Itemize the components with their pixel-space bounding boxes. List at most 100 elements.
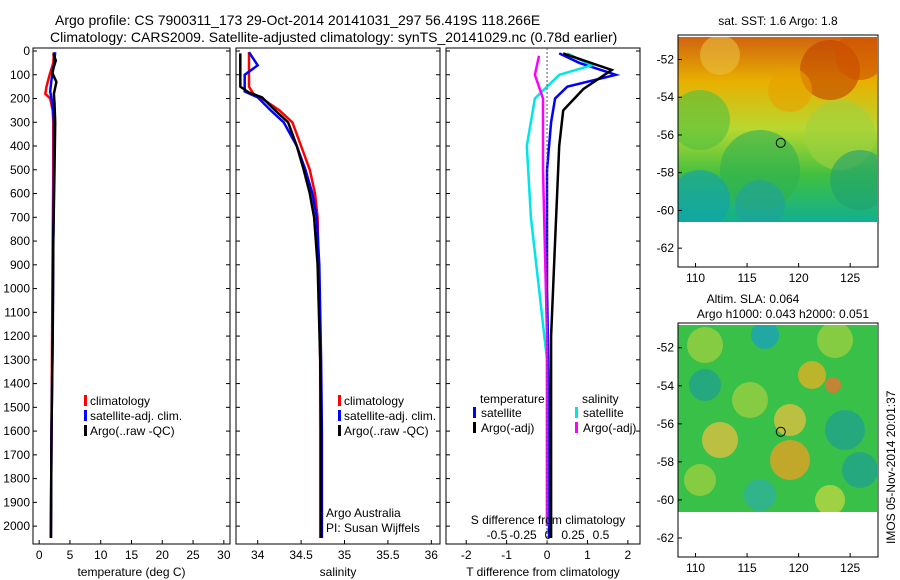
sla-patch: [770, 440, 810, 480]
series-line-t-argo-adj-: [549, 52, 615, 538]
legend-swatch: [338, 410, 341, 421]
legend-label: Argo(..raw -QC): [344, 424, 429, 438]
map-x-tick-label: 115: [738, 271, 757, 285]
series-line-t-satellite: [545, 52, 621, 538]
x-tick-label: 25: [186, 548, 200, 562]
x-axis-label: salinity: [320, 565, 357, 579]
map-y-tick-label: -52: [657, 341, 675, 355]
sst-patch: [735, 180, 785, 222]
map-x-tick-label: 120: [789, 561, 809, 575]
map-y-tick-label: -56: [657, 128, 675, 142]
sla-patch: [825, 410, 865, 450]
legend-swatch: [338, 395, 341, 406]
depth-tick-label: 1900: [3, 495, 30, 509]
depth-tick-label: 100: [10, 68, 30, 82]
legend-label: climatology: [90, 394, 150, 408]
map-x-tick-label: 110: [686, 561, 705, 575]
x-tick-label: 34.5: [289, 548, 313, 562]
map-y-tick-label: -54: [657, 90, 675, 104]
legend-swatch: [338, 425, 341, 436]
credit-text: IMOS 05-Nov-2014 20:01:37: [884, 390, 898, 544]
profile-panel-2-frame: [445, 47, 641, 545]
x-axis-label: T difference from climatology: [466, 565, 620, 579]
sla-patch: [744, 479, 776, 511]
legend-swatch: [84, 395, 87, 406]
sla-patch: [817, 325, 853, 358]
secondary-tick-label: -0.5: [487, 528, 508, 542]
x-tick-label: -2: [461, 548, 472, 562]
depth-tick-label: 1500: [3, 400, 30, 414]
map-y-tick-label: -52: [657, 53, 675, 67]
x-tick-label: 1: [584, 548, 591, 562]
depth-tick-label: 600: [10, 187, 30, 201]
map-x-tick-label: 125: [840, 271, 860, 285]
x-tick-label: -1: [501, 548, 512, 562]
sst-patch: [678, 90, 730, 150]
annotation-text: PI: Susan Wijffels: [326, 521, 420, 535]
x-tick-label: 30: [217, 548, 231, 562]
legend-label: satellite: [481, 406, 522, 420]
map-x-tick-label: 125: [840, 561, 860, 575]
legend-label: climatology: [344, 394, 404, 408]
legend-swatch: [575, 422, 578, 433]
profile-series-group: [525, 52, 621, 538]
depth-tick-label: 1400: [3, 377, 30, 391]
annotation-text: Argo Australia: [326, 506, 401, 520]
sst-patch: [700, 37, 740, 75]
map-title: Altim. SLA: 0.064: [707, 292, 800, 306]
map-x-tick-label: 115: [738, 561, 757, 575]
x-tick-label: 35.5: [376, 548, 400, 562]
series-line-satellite-adj-clim-: [243, 51, 324, 538]
x-tick-label: 0: [544, 548, 551, 562]
depth-tick-label: 400: [10, 139, 30, 153]
map-x-tick-label: 120: [789, 271, 809, 285]
legend-label: Argo(-adj): [583, 421, 636, 435]
sst-patch: [768, 68, 812, 112]
series-line-argo-raw-qc-: [49, 52, 58, 539]
x-tick-label: 15: [125, 548, 139, 562]
x-tick-label: 34: [251, 548, 265, 562]
x-tick-label: 10: [94, 548, 108, 562]
depth-tick-label: 900: [10, 258, 30, 272]
secondary-axis-title: S difference from climatology: [471, 513, 626, 527]
x-axis-label: temperature (deg C): [77, 565, 185, 579]
legend-swatch: [84, 410, 87, 421]
map-y-tick-label: -58: [657, 455, 675, 469]
depth-tick-label: 1700: [3, 448, 30, 462]
x-tick-label: 5: [67, 548, 74, 562]
profile-location-marker: [775, 137, 786, 148]
title-line-1: Argo profile: CS 7900311_173 29-Oct-2014…: [55, 12, 541, 28]
legend-label: Argo(-adj): [481, 421, 534, 435]
legend-swatch: [575, 407, 578, 418]
sla-patch: [774, 404, 806, 436]
depth-tick-label: 300: [10, 115, 30, 129]
map-1-image: [678, 325, 877, 512]
map-y-tick-label: -60: [657, 203, 675, 217]
map-y-tick-label: -62: [657, 531, 675, 545]
title-line-2: Climatology: CARS2009. Satellite-adjuste…: [50, 29, 618, 45]
sst-patch: [678, 170, 730, 222]
depth-tick-label: 700: [10, 210, 30, 224]
secondary-tick-label: -0.25: [509, 528, 537, 542]
depth-tick-label: 1000: [3, 282, 30, 296]
map-y-tick-label: -62: [657, 241, 675, 255]
sla-patch: [732, 382, 768, 418]
x-tick-label: 0: [36, 548, 43, 562]
depth-tick-label: 1800: [3, 472, 30, 486]
sla-patch: [815, 485, 845, 512]
sst-patch: [835, 37, 877, 80]
depth-tick-label: 200: [10, 92, 30, 106]
depth-tick-label: 1100: [4, 305, 30, 319]
sla-patch: [702, 422, 738, 458]
depth-tick-label: 1300: [3, 353, 30, 367]
map-0-image: [678, 37, 877, 222]
map-y-tick-label: -60: [657, 493, 675, 507]
secondary-tick-label: 0.5: [593, 528, 610, 542]
x-tick-label: 35: [338, 548, 352, 562]
legend-title: temperature: [480, 392, 545, 406]
map-title: sat. SST: 1.6 Argo: 1.8: [718, 14, 838, 28]
legend-label: satellite-adj. clim.: [90, 409, 182, 423]
sla-patch: [842, 452, 877, 488]
secondary-tick-label: 0: [545, 528, 552, 542]
